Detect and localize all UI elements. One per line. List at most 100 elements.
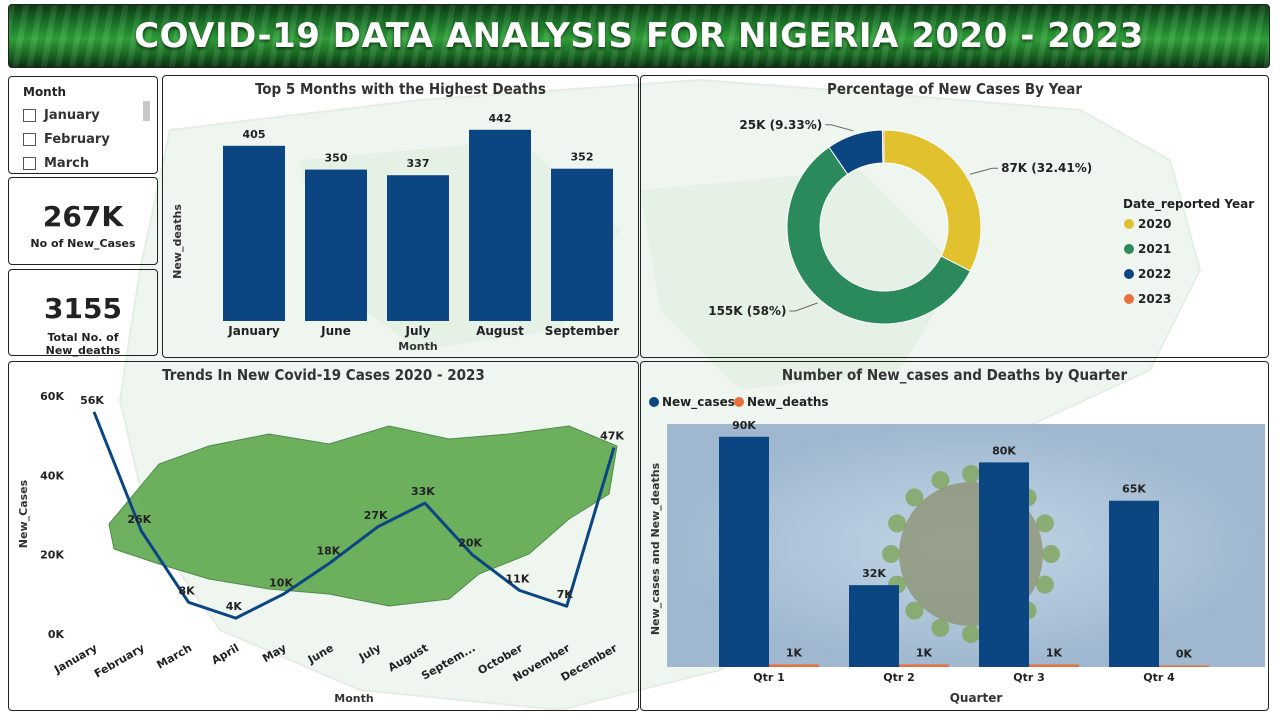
- kpi-new-deaths-value: 3155: [44, 292, 122, 325]
- legend-label: New_deaths: [747, 395, 829, 410]
- top-months-bar-chart: 405 January 350 June 337 July 442 August 352 Sept…: [171, 112, 619, 353]
- x-tick-label: September: [545, 324, 619, 338]
- chart-title: Number of New_cases and Deaths by Quarte…: [781, 366, 1128, 384]
- x-tick-label: March: [155, 641, 195, 671]
- data-label: 350: [325, 152, 348, 165]
- y-tick-label: 40K: [40, 469, 64, 482]
- slicer-item-march[interactable]: March: [23, 151, 157, 175]
- data-label: 32K: [862, 567, 886, 580]
- slicer-scrollbar[interactable]: [143, 101, 150, 121]
- checkbox-icon[interactable]: [23, 108, 36, 122]
- pie-slice: [883, 129, 982, 272]
- data-label: 56K: [80, 394, 104, 407]
- kpi-new-deaths-card: 3155 Total No. of New_deaths: [8, 269, 158, 357]
- quarter-panel: Number of New_cases and Deaths by Quarte…: [640, 361, 1269, 711]
- chart-title: Top 5 Months with the Highest Deaths: [255, 80, 546, 98]
- virus-spike-shape: [905, 488, 924, 507]
- data-label: 90K: [732, 419, 756, 432]
- kpi-new-deaths-label: Total No. of New_deaths: [45, 331, 121, 357]
- cases-by-year-panel: Percentage of New Cases By Year 87K (32.…: [640, 75, 1269, 358]
- data-label: 33K: [411, 485, 435, 498]
- bar: [899, 664, 949, 667]
- virus-spike-shape: [962, 465, 980, 483]
- virus-spike-shape: [931, 618, 950, 637]
- legend-marker: [1124, 244, 1134, 254]
- slicer-item-label: February: [44, 131, 110, 147]
- data-label: 65K: [1122, 483, 1146, 496]
- y-axis-title: New_Cases: [17, 479, 30, 548]
- data-label: 4K: [226, 600, 243, 613]
- x-tick-label: February: [92, 641, 147, 680]
- leader-line: [825, 124, 854, 132]
- virus-spike-shape: [888, 514, 907, 533]
- x-tick-label: June: [305, 641, 336, 666]
- data-label: 27K: [364, 509, 388, 522]
- virus-spike-shape: [1035, 575, 1054, 594]
- legend-marker: [1124, 269, 1134, 279]
- legend-marker: [1124, 294, 1134, 304]
- x-axis-title: Month: [398, 340, 437, 353]
- bar: [387, 175, 449, 321]
- x-tick-label: Qtr 1: [753, 671, 785, 684]
- chart-title: Trends In New Covid-19 Cases 2020 - 2023: [162, 366, 485, 384]
- x-tick-label: Septem...: [419, 641, 477, 682]
- x-tick-label: Qtr 2: [883, 671, 915, 684]
- legend-label: 2020: [1138, 217, 1171, 231]
- y-tick-label: 0K: [48, 628, 65, 641]
- data-label: 405: [243, 128, 266, 141]
- data-label: 1K: [786, 646, 803, 659]
- data-label: 25K (9.33%): [739, 118, 822, 132]
- x-tick-label: July: [405, 324, 431, 338]
- virus-spike-shape: [1035, 514, 1054, 533]
- virus-spike-shape: [1042, 545, 1060, 563]
- legend-marker: [734, 397, 744, 407]
- legend-label: 2022: [1138, 267, 1171, 281]
- legend-label: 2023: [1138, 292, 1171, 306]
- bar: [719, 436, 769, 667]
- data-label: 20K: [458, 537, 482, 550]
- x-tick-label: Qtr 4: [1143, 671, 1175, 684]
- data-label: 352: [571, 151, 594, 164]
- slicer-item-label: January: [44, 107, 100, 123]
- data-label: 18K: [316, 545, 340, 558]
- bar: [849, 585, 899, 667]
- bar: [1159, 665, 1209, 667]
- slicer-item-january[interactable]: January: [23, 103, 157, 127]
- data-label: 8K: [178, 584, 195, 597]
- legend-title: Date_reported Year: [1123, 197, 1254, 212]
- leader-line: [969, 167, 999, 175]
- x-tick-label: April: [209, 641, 241, 667]
- data-label: 26K: [127, 513, 151, 526]
- chart-title: Percentage of New Cases By Year: [827, 80, 1082, 98]
- slicer-item-label: March: [44, 155, 90, 171]
- nigeria-map-shape: [108, 425, 618, 607]
- x-tick-label: Qtr 3: [1013, 671, 1045, 684]
- data-label: 47K: [600, 430, 624, 443]
- checkbox-icon[interactable]: [23, 156, 36, 170]
- legend-marker: [649, 397, 659, 407]
- bar: [1029, 664, 1079, 667]
- pie-slice: [881, 129, 885, 164]
- page-title: COVID-19 DATA ANALYSIS FOR NIGERIA 2020 …: [134, 16, 1144, 56]
- month-slicer[interactable]: Month January February March: [8, 76, 158, 174]
- virus-spike-shape: [931, 471, 950, 490]
- data-label: 10K: [269, 576, 293, 589]
- virus-spike-shape: [962, 625, 980, 643]
- data-label: 337: [407, 157, 430, 170]
- slicer-item-february[interactable]: February: [23, 127, 157, 151]
- trends-panel: Trends In New Covid-19 Cases 2020 - 2023…: [8, 361, 639, 711]
- pie-slice: [786, 146, 972, 325]
- kpi-new-cases-card: 267K No of New_Cases: [8, 177, 158, 265]
- virus-spike-shape: [882, 545, 900, 563]
- x-axis-title: Month: [334, 692, 373, 705]
- bar: [1109, 500, 1159, 667]
- x-tick-label: July: [356, 641, 383, 664]
- header-banner: COVID-19 DATA ANALYSIS FOR NIGERIA 2020 …: [8, 4, 1270, 68]
- x-tick-label: May: [260, 641, 288, 665]
- bar: [551, 168, 613, 321]
- checkbox-icon[interactable]: [23, 132, 36, 146]
- data-label: 11K: [506, 572, 530, 585]
- data-label: 87K (32.41%): [1001, 161, 1092, 175]
- series-line: [92, 411, 616, 620]
- leader-line: [789, 302, 818, 312]
